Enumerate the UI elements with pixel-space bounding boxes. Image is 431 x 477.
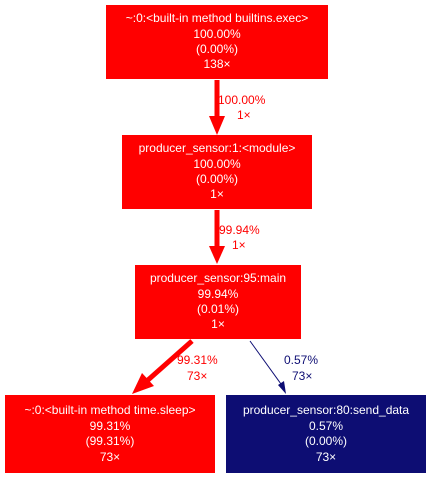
edge-main-sleep: 99.31% 73× xyxy=(132,339,218,394)
node-label-total: 99.94% xyxy=(198,287,239,301)
edge-label-percent: 99.94% xyxy=(219,223,260,237)
node-box xyxy=(226,395,426,473)
node-label-calls: 73× xyxy=(316,450,336,464)
node-label-function: producer_sensor:80:send_data xyxy=(243,403,409,417)
edge-label-calls: 73× xyxy=(187,369,207,383)
node-label-self: (0.01%) xyxy=(197,302,239,316)
node-exec[interactable]: ~:0:<built-in method builtins.exec> 100.… xyxy=(106,5,328,79)
node-label-total: 100.00% xyxy=(193,27,241,41)
node-label-total: 0.57% xyxy=(309,419,343,433)
node-label-function: ~:0:<built-in method time.sleep> xyxy=(24,403,195,417)
edge-label-percent: 99.31% xyxy=(177,353,218,367)
node-label-total: 100.00% xyxy=(193,157,241,171)
node-label-self: (99.31%) xyxy=(86,434,135,448)
node-module[interactable]: producer_sensor:1:<module> 100.00% (0.00… xyxy=(122,135,312,209)
node-label-self: (0.00%) xyxy=(305,434,347,448)
node-label-function: ~:0:<built-in method builtins.exec> xyxy=(126,11,308,25)
node-send-data[interactable]: producer_sensor:80:send_data 0.57% (0.00… xyxy=(226,395,426,473)
edge-main-send-data: 0.57% 73× xyxy=(249,340,318,394)
node-label-self: (0.00%) xyxy=(196,172,238,186)
edge-module-main: 99.94% 1× xyxy=(209,210,260,264)
edge-arrowhead xyxy=(132,373,154,394)
edge-label-calls: 1× xyxy=(237,108,251,122)
node-label-calls: 1× xyxy=(211,317,225,331)
node-label-calls: 138× xyxy=(203,57,230,71)
node-box xyxy=(135,265,301,339)
node-box xyxy=(122,135,312,209)
edge-arrowhead xyxy=(209,246,225,264)
edge-label-calls: 1× xyxy=(232,238,246,252)
node-label-calls: 73× xyxy=(100,450,120,464)
edge-line xyxy=(249,340,282,385)
node-label-function: producer_sensor:1:<module> xyxy=(139,141,296,155)
edge-exec-module: 100.00% 1× xyxy=(209,80,266,135)
edge-label-percent: 100.00% xyxy=(218,93,266,107)
edge-arrowhead xyxy=(278,381,286,394)
node-label-self: (0.00%) xyxy=(196,42,238,56)
node-label-calls: 1× xyxy=(210,187,224,201)
node-box xyxy=(5,395,215,473)
node-label-total: 99.31% xyxy=(90,419,131,433)
node-label-function: producer_sensor:95:main xyxy=(150,271,286,285)
edge-line xyxy=(146,339,194,382)
edge-arrowhead xyxy=(209,116,225,135)
node-box xyxy=(106,5,328,79)
edge-label-percent: 0.57% xyxy=(284,353,318,367)
node-main[interactable]: producer_sensor:95:main 99.94% (0.01%) 1… xyxy=(135,265,301,339)
edge-label-calls: 73× xyxy=(292,369,312,383)
node-sleep[interactable]: ~:0:<built-in method time.sleep> 99.31% … xyxy=(5,395,215,473)
